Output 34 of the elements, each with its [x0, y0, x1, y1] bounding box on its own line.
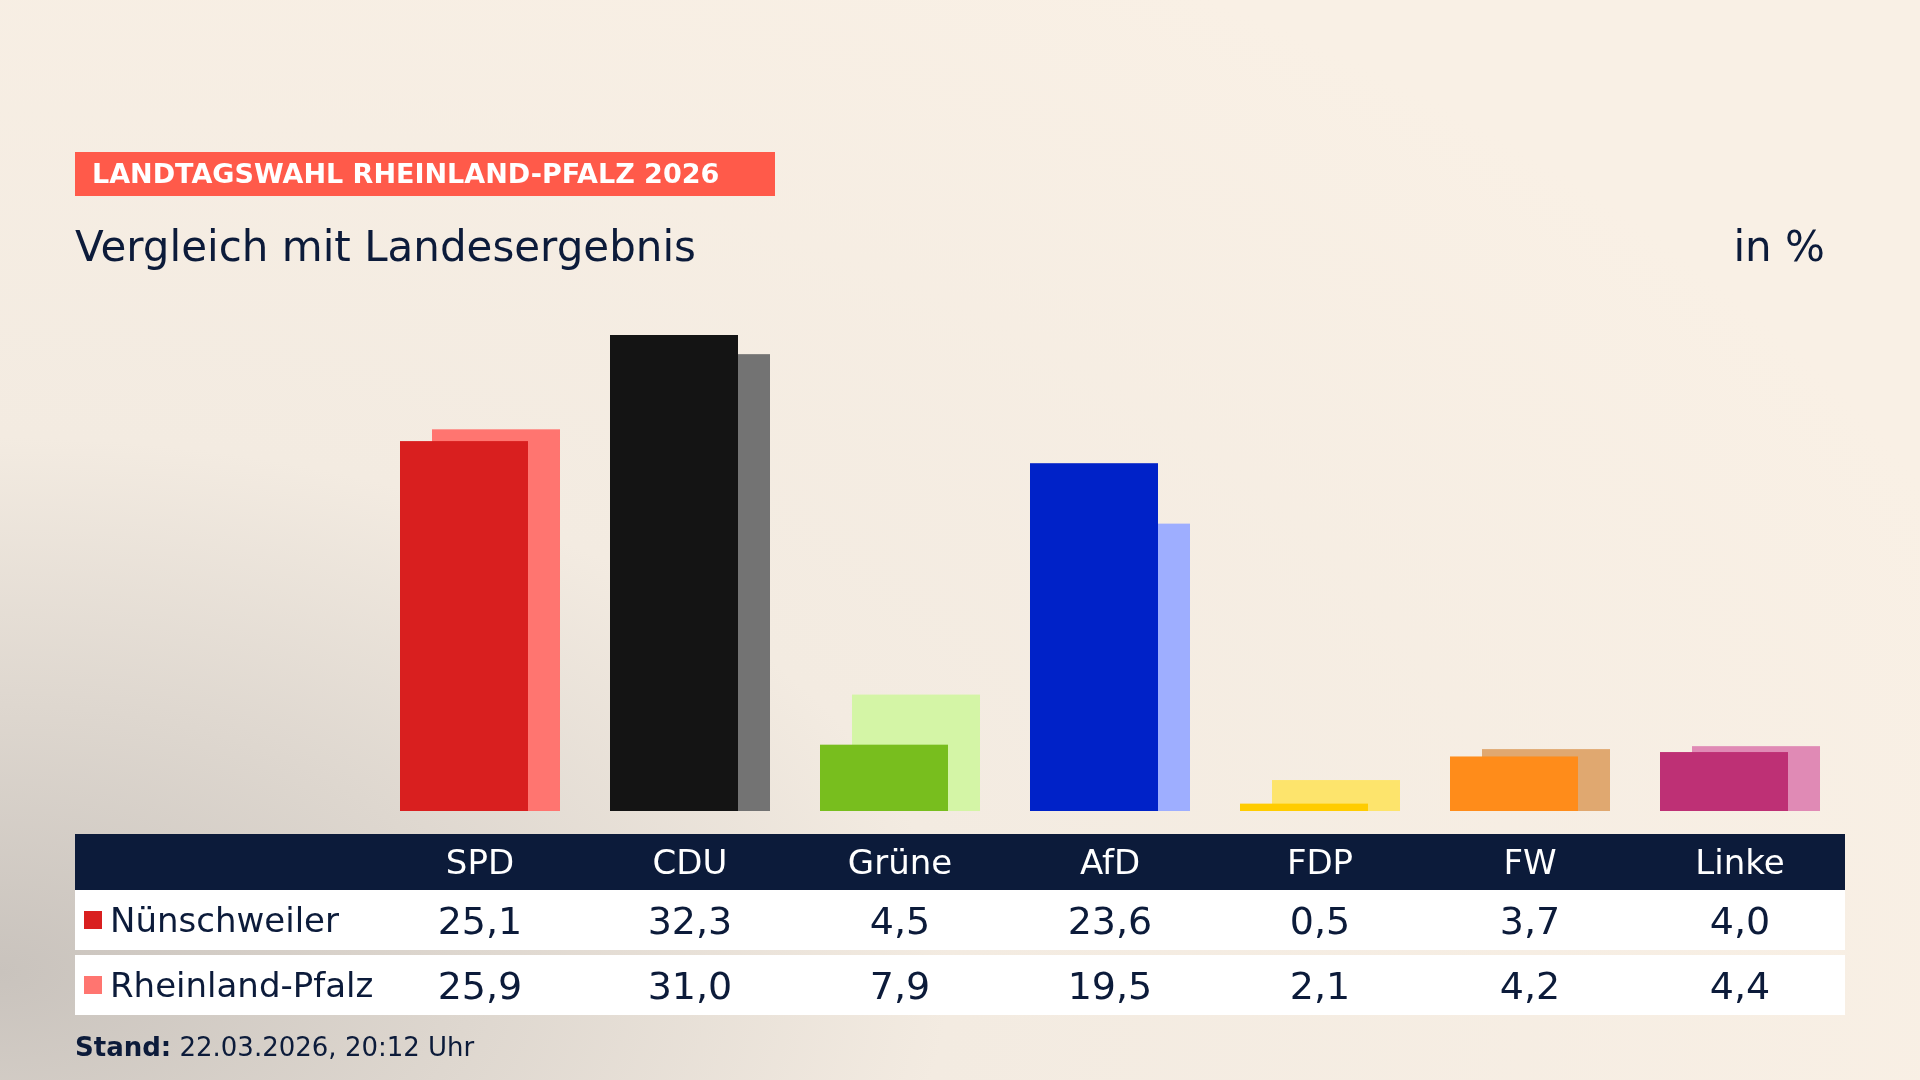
x-tick-label: AfD: [1079, 842, 1141, 882]
data-label: 25,1: [437, 899, 523, 943]
data-label: 25,9: [437, 964, 523, 1008]
data-label: 0,5: [1289, 899, 1351, 943]
x-tick-label: SPD: [445, 842, 515, 882]
data-label: 2,1: [1289, 964, 1351, 1008]
data-label: 4,4: [1709, 964, 1771, 1008]
x-tick-label: FW: [1503, 842, 1557, 882]
bar: [400, 441, 528, 811]
data-label: 7,9: [869, 964, 931, 1008]
legend-label: Rheinland-Pfalz: [110, 965, 374, 1005]
bar: [1240, 803, 1368, 811]
x-tick-label: FDP: [1286, 842, 1354, 882]
bar: [820, 744, 948, 811]
data-label: 32,3: [647, 899, 733, 943]
chart-subtitle: Vergleich mit Landesergebnis: [75, 222, 696, 271]
bar: [1660, 752, 1788, 811]
data-label: 4,2: [1499, 964, 1561, 1008]
data-label: 31,0: [647, 964, 733, 1008]
data-label: 23,6: [1067, 899, 1153, 943]
legend-label: Nünschweiler: [110, 900, 340, 940]
bar: [1030, 463, 1158, 811]
data-label: 3,7: [1499, 899, 1561, 943]
data-label: 4,5: [869, 899, 931, 943]
data-label: 4,0: [1709, 899, 1771, 943]
bar: [1450, 756, 1578, 811]
x-tick-label: CDU: [652, 842, 728, 882]
y-axis-title: in %: [1733, 222, 1825, 271]
text: Stand: 22.03.2026, 20:12 Uhr: [75, 1032, 475, 1062]
chart-title: LANDTAGSWAHL RHEINLAND-PFALZ 2026: [92, 158, 720, 189]
data-label: 19,5: [1067, 964, 1153, 1008]
x-tick-label: Linke: [1695, 842, 1785, 882]
bar: [610, 335, 738, 811]
x-tick-label: Grüne: [847, 842, 953, 882]
